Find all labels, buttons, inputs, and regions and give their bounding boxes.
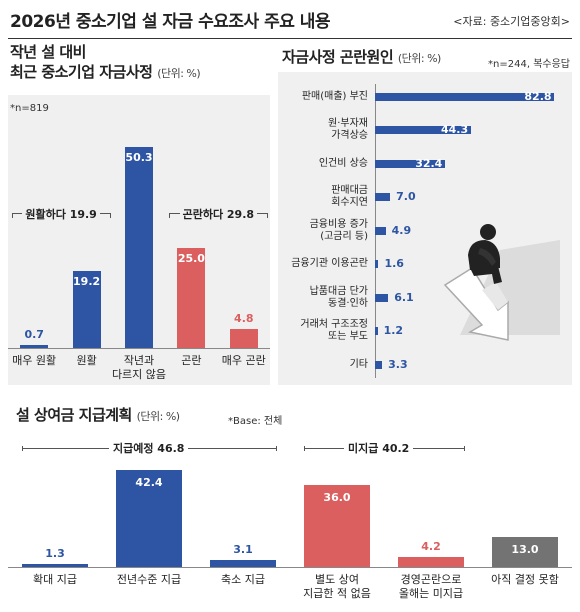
- chart3-value-label: 3.1: [233, 542, 253, 556]
- chart3-category-label: 별도 상여 지급한 적 없음: [303, 573, 371, 600]
- chart2-category-label: 금융기관 이용곤란: [291, 258, 368, 270]
- chart2-value-label: 3.3: [388, 357, 408, 371]
- chart3-value-label: 36.0: [323, 490, 351, 504]
- chart1-group-label: 곤란하다 29.8: [179, 206, 258, 222]
- chart3-baseline: [8, 567, 572, 568]
- chart1-bar: [229, 328, 258, 348]
- chart3-category-label: 전년수준 지급: [116, 573, 182, 586]
- chart3-group-tick: [304, 446, 305, 451]
- chart2-category-label: 납품대금 단가 동결·인하: [309, 285, 368, 309]
- section1-sample-note: *n=819: [10, 103, 49, 114]
- chart2-category-label: 금융비용 증가 (고금리 등): [309, 218, 368, 242]
- page-title: 2026년 중소기업 설 자금 수요조사 주요 내용: [10, 12, 331, 32]
- chart3-value-label: 13.0: [511, 543, 539, 557]
- header-divider: [8, 38, 572, 39]
- chart3-bar: [492, 537, 558, 567]
- chart3-group-tick: [22, 446, 23, 451]
- chart2-bar: [375, 126, 471, 135]
- section3-base-note: *Base: 전체: [228, 416, 283, 427]
- chart1-value-label: 19.2: [73, 275, 101, 289]
- chart3-category-label: 아직 결정 못함: [491, 573, 559, 586]
- chart3-bar: [116, 470, 182, 567]
- chart3-group-label: 지급예정 46.8: [109, 440, 189, 456]
- chart3-group-line: [304, 448, 464, 449]
- section1-title: 작년 설 대비 최근 중소기업 자금사정 (단위: %): [10, 42, 201, 84]
- chart2-value-label: 4.9: [391, 223, 412, 237]
- chart2-category-label: 원·부자재 가격상승: [328, 118, 368, 142]
- chart3-category-label: 축소 지급: [221, 573, 265, 586]
- chart2-value-label: 1.6: [384, 257, 404, 271]
- chart1-value-label: 0.7: [24, 328, 44, 342]
- section3-unit: (단위: %): [136, 410, 180, 423]
- chart3-value-label: 4.2: [421, 540, 441, 554]
- chart1-bar: [125, 146, 153, 348]
- chart1-category-label: 작년과 다르지 않음: [111, 354, 167, 381]
- chart2-value-label: 44.3: [440, 123, 469, 137]
- chart3-value-label: 1.3: [45, 547, 65, 561]
- chart3-group-line: [22, 448, 276, 449]
- chart2-bar: [375, 92, 555, 101]
- chart1-baseline: [8, 348, 270, 349]
- chart1-value-label: 25.0: [177, 252, 205, 265]
- section2-title-text: 자금사정 곤란원인: [282, 48, 394, 66]
- chart2-value-label: 1.2: [383, 324, 404, 338]
- chart2-category-label: 판매(매출) 부진: [301, 90, 368, 102]
- chart2-bar: [375, 293, 389, 302]
- chart3-bar: [210, 559, 276, 567]
- chart1-group-bracket: [169, 213, 268, 218]
- chart2-bar: [375, 159, 446, 168]
- chart1-bar: [20, 345, 49, 348]
- source-note: <자료: 중소기업중앙회>: [453, 15, 570, 28]
- chart2-axis: [375, 84, 376, 378]
- chart1-group-label: 원활하다 19.9: [22, 206, 100, 222]
- chart1-category-label: 매우 원활: [12, 354, 57, 367]
- chart3-value-label: 42.4: [135, 476, 163, 490]
- section1-title-line1: 작년 설 대비: [10, 43, 86, 61]
- chart3-group-label: 미지급 40.2: [344, 440, 414, 456]
- section2-unit: (단위: %): [397, 52, 441, 65]
- chart3-group-tick: [276, 446, 277, 451]
- section1-unit: (단위: %): [157, 67, 201, 80]
- chart1-bar: [72, 271, 101, 348]
- chart1-category-label: 곤란: [181, 354, 202, 367]
- section2-title: 자금사정 곤란원인 (단위: %): [282, 47, 441, 69]
- chart3-bar: [304, 484, 370, 567]
- sitting-person-icon: [468, 224, 502, 284]
- section1-card: [8, 95, 270, 385]
- section1-title-line2: 최근 중소기업 자금사정: [10, 63, 153, 81]
- chart1-bar: [177, 248, 206, 348]
- section2-sample-note: *n=244, 복수응답: [488, 59, 570, 70]
- chart2-bar: [375, 327, 378, 336]
- chart1-category-label: 매우 곤란: [221, 354, 266, 367]
- chart2-category-label: 거래처 구조조정 또는 부도: [300, 319, 368, 343]
- section3-title-text: 설 상여금 지급계획: [16, 406, 132, 424]
- chart1-category-label: 원활: [76, 354, 97, 367]
- chart2-value-label: 6.1: [394, 290, 414, 304]
- chart2-category-label: 기타: [349, 358, 368, 370]
- chart2-value-label: 7.0: [396, 190, 416, 204]
- chart3-category-label: 경영곤란으로 올해는 미지급: [398, 573, 464, 600]
- chart2-bar: [375, 260, 379, 269]
- chart2-value-label: 82.8: [524, 89, 552, 103]
- chart2-bar: [375, 193, 391, 202]
- worried-person-illustration: [443, 224, 560, 341]
- chart2-value-label: 32.4: [415, 156, 443, 170]
- chart3-bar: [398, 557, 464, 567]
- section3-title: 설 상여금 지급계획 (단위: %): [16, 405, 180, 427]
- chart3-bar: [22, 564, 88, 567]
- chart2-bar: [375, 360, 383, 369]
- chart2-category-label: 판매대금 회수지연: [331, 185, 368, 209]
- chart2-category-label: 인건비 상승: [318, 157, 368, 169]
- chart3-group-tick: [464, 446, 465, 451]
- chart1-group-bracket: [12, 213, 111, 218]
- chart3-category-label: 확대 지급: [33, 573, 77, 586]
- chart1-value-label: 4.8: [234, 311, 254, 325]
- chart2-bar: [375, 226, 386, 235]
- chart1-value-label: 50.3: [125, 150, 153, 164]
